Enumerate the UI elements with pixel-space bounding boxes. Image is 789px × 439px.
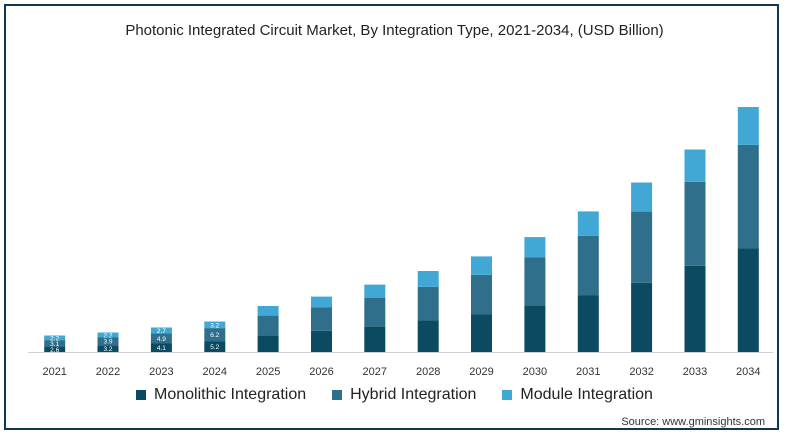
bar-2021-series-2: [44, 335, 66, 341]
data-label-2022-series-2: 2.2: [103, 332, 112, 339]
bar-2027-series-2: [364, 284, 386, 298]
data-label-2024-series-2: 3.2: [210, 322, 219, 329]
bar-2028-series-1: [417, 286, 439, 321]
bar-2029-series-2: [471, 256, 492, 275]
bar-2032-series-0: [631, 283, 653, 352]
bar-2025-series-2: [257, 306, 279, 316]
bar-2023-series-2: [150, 327, 172, 334]
bar-2022-series-0: [97, 345, 119, 352]
legend-swatch-module: [502, 390, 513, 400]
bar-2028-series-0: [417, 320, 439, 352]
x-tick-label-2025: 2025: [256, 366, 280, 378]
bar-2023-series-0: [150, 343, 172, 352]
bar-2029-series-0: [471, 314, 492, 352]
bar-2026-series-1: [311, 307, 332, 331]
data-label-2022-series-1: 3.9: [103, 339, 112, 346]
bar-2024-series-1: [204, 328, 226, 342]
data-label-2021-series-1: 3.1: [50, 341, 59, 348]
x-tick-label-2023: 2023: [149, 366, 173, 378]
bar-2033-series-1: [684, 181, 706, 266]
data-label-2022-series-0: 3.2: [103, 346, 112, 353]
x-tick-label-2024: 2024: [203, 366, 227, 378]
data-label-2023-series-2: 2.7: [157, 328, 166, 335]
legend-label-monolithic: Monolithic Integration: [154, 386, 307, 403]
bar-2022-series-2: [97, 332, 119, 338]
bar-2034-series-2: [737, 107, 759, 145]
bar-2034-series-1: [737, 144, 759, 249]
bar-2031-series-2: [577, 211, 599, 236]
legend-item-module: Module Integration: [502, 386, 653, 404]
data-label-2023-series-0: 4.1: [157, 345, 166, 352]
legend-item-hybrid: Hybrid Integration: [332, 386, 476, 404]
legend-swatch-monolithic: [136, 390, 147, 400]
bar-2030-series-2: [524, 237, 546, 258]
bar-2030-series-0: [524, 305, 546, 352]
chart-title: Photonic Integrated Circuit Market, By I…: [125, 22, 664, 39]
x-tick-label-2026: 2026: [309, 366, 333, 378]
bar-2024-series-2: [204, 321, 226, 329]
bar-2023-series-1: [150, 333, 172, 344]
bar-2027-series-0: [364, 326, 386, 352]
bar-2028-series-2: [417, 271, 439, 287]
x-tick-label-2033: 2033: [683, 366, 707, 378]
x-tick-label-2027: 2027: [363, 366, 387, 378]
legend-label-hybrid: Hybrid Integration: [350, 386, 477, 403]
x-tick-label-2030: 2030: [523, 366, 547, 378]
bar-2030-series-1: [524, 257, 546, 306]
legend-label-module: Module Integration: [520, 386, 653, 403]
bar-2032-series-2: [631, 182, 653, 212]
x-tick-label-2031: 2031: [576, 366, 600, 378]
bar-2026-series-0: [311, 330, 332, 352]
data-label-2024-series-1: 6.2: [210, 332, 219, 339]
chart-legend: Monolithic Integration Hybrid Integratio…: [0, 386, 789, 404]
bar-2024-series-0: [204, 341, 226, 352]
x-tick-label-2034: 2034: [736, 366, 760, 378]
data-label-2021-series-0: 2.6: [50, 347, 59, 354]
bar-2033-series-0: [684, 265, 706, 352]
x-tick-label-2032: 2032: [629, 366, 653, 378]
source-note: Source: www.gminsights.com: [621, 416, 765, 428]
data-label-2024-series-0: 5.2: [210, 344, 219, 351]
x-tick-label-2022: 2022: [96, 366, 120, 378]
bar-2027-series-1: [364, 298, 386, 327]
x-tick-label-2021: 2021: [42, 366, 66, 378]
bar-2021-series-1: [44, 340, 66, 347]
bar-2022-series-1: [97, 337, 119, 346]
x-tick-label-2029: 2029: [469, 366, 493, 378]
bar-2026-series-2: [311, 296, 332, 308]
bar-2025-series-0: [257, 335, 279, 352]
bar-2029-series-1: [471, 274, 492, 315]
bar-2031-series-0: [577, 295, 599, 352]
bar-2025-series-1: [257, 315, 279, 336]
bar-2031-series-1: [577, 235, 599, 296]
bar-2021-series-0: [44, 346, 66, 352]
x-tick-label-2028: 2028: [416, 366, 440, 378]
legend-swatch-hybrid: [332, 390, 343, 400]
bar-2032-series-1: [631, 211, 653, 283]
data-label-2021-series-2: 2.2: [50, 335, 59, 342]
bar-2033-series-2: [684, 149, 706, 182]
bar-2034-series-0: [737, 248, 759, 352]
legend-item-monolithic: Monolithic Integration: [136, 386, 306, 404]
data-label-2023-series-1: 4.9: [157, 336, 166, 343]
